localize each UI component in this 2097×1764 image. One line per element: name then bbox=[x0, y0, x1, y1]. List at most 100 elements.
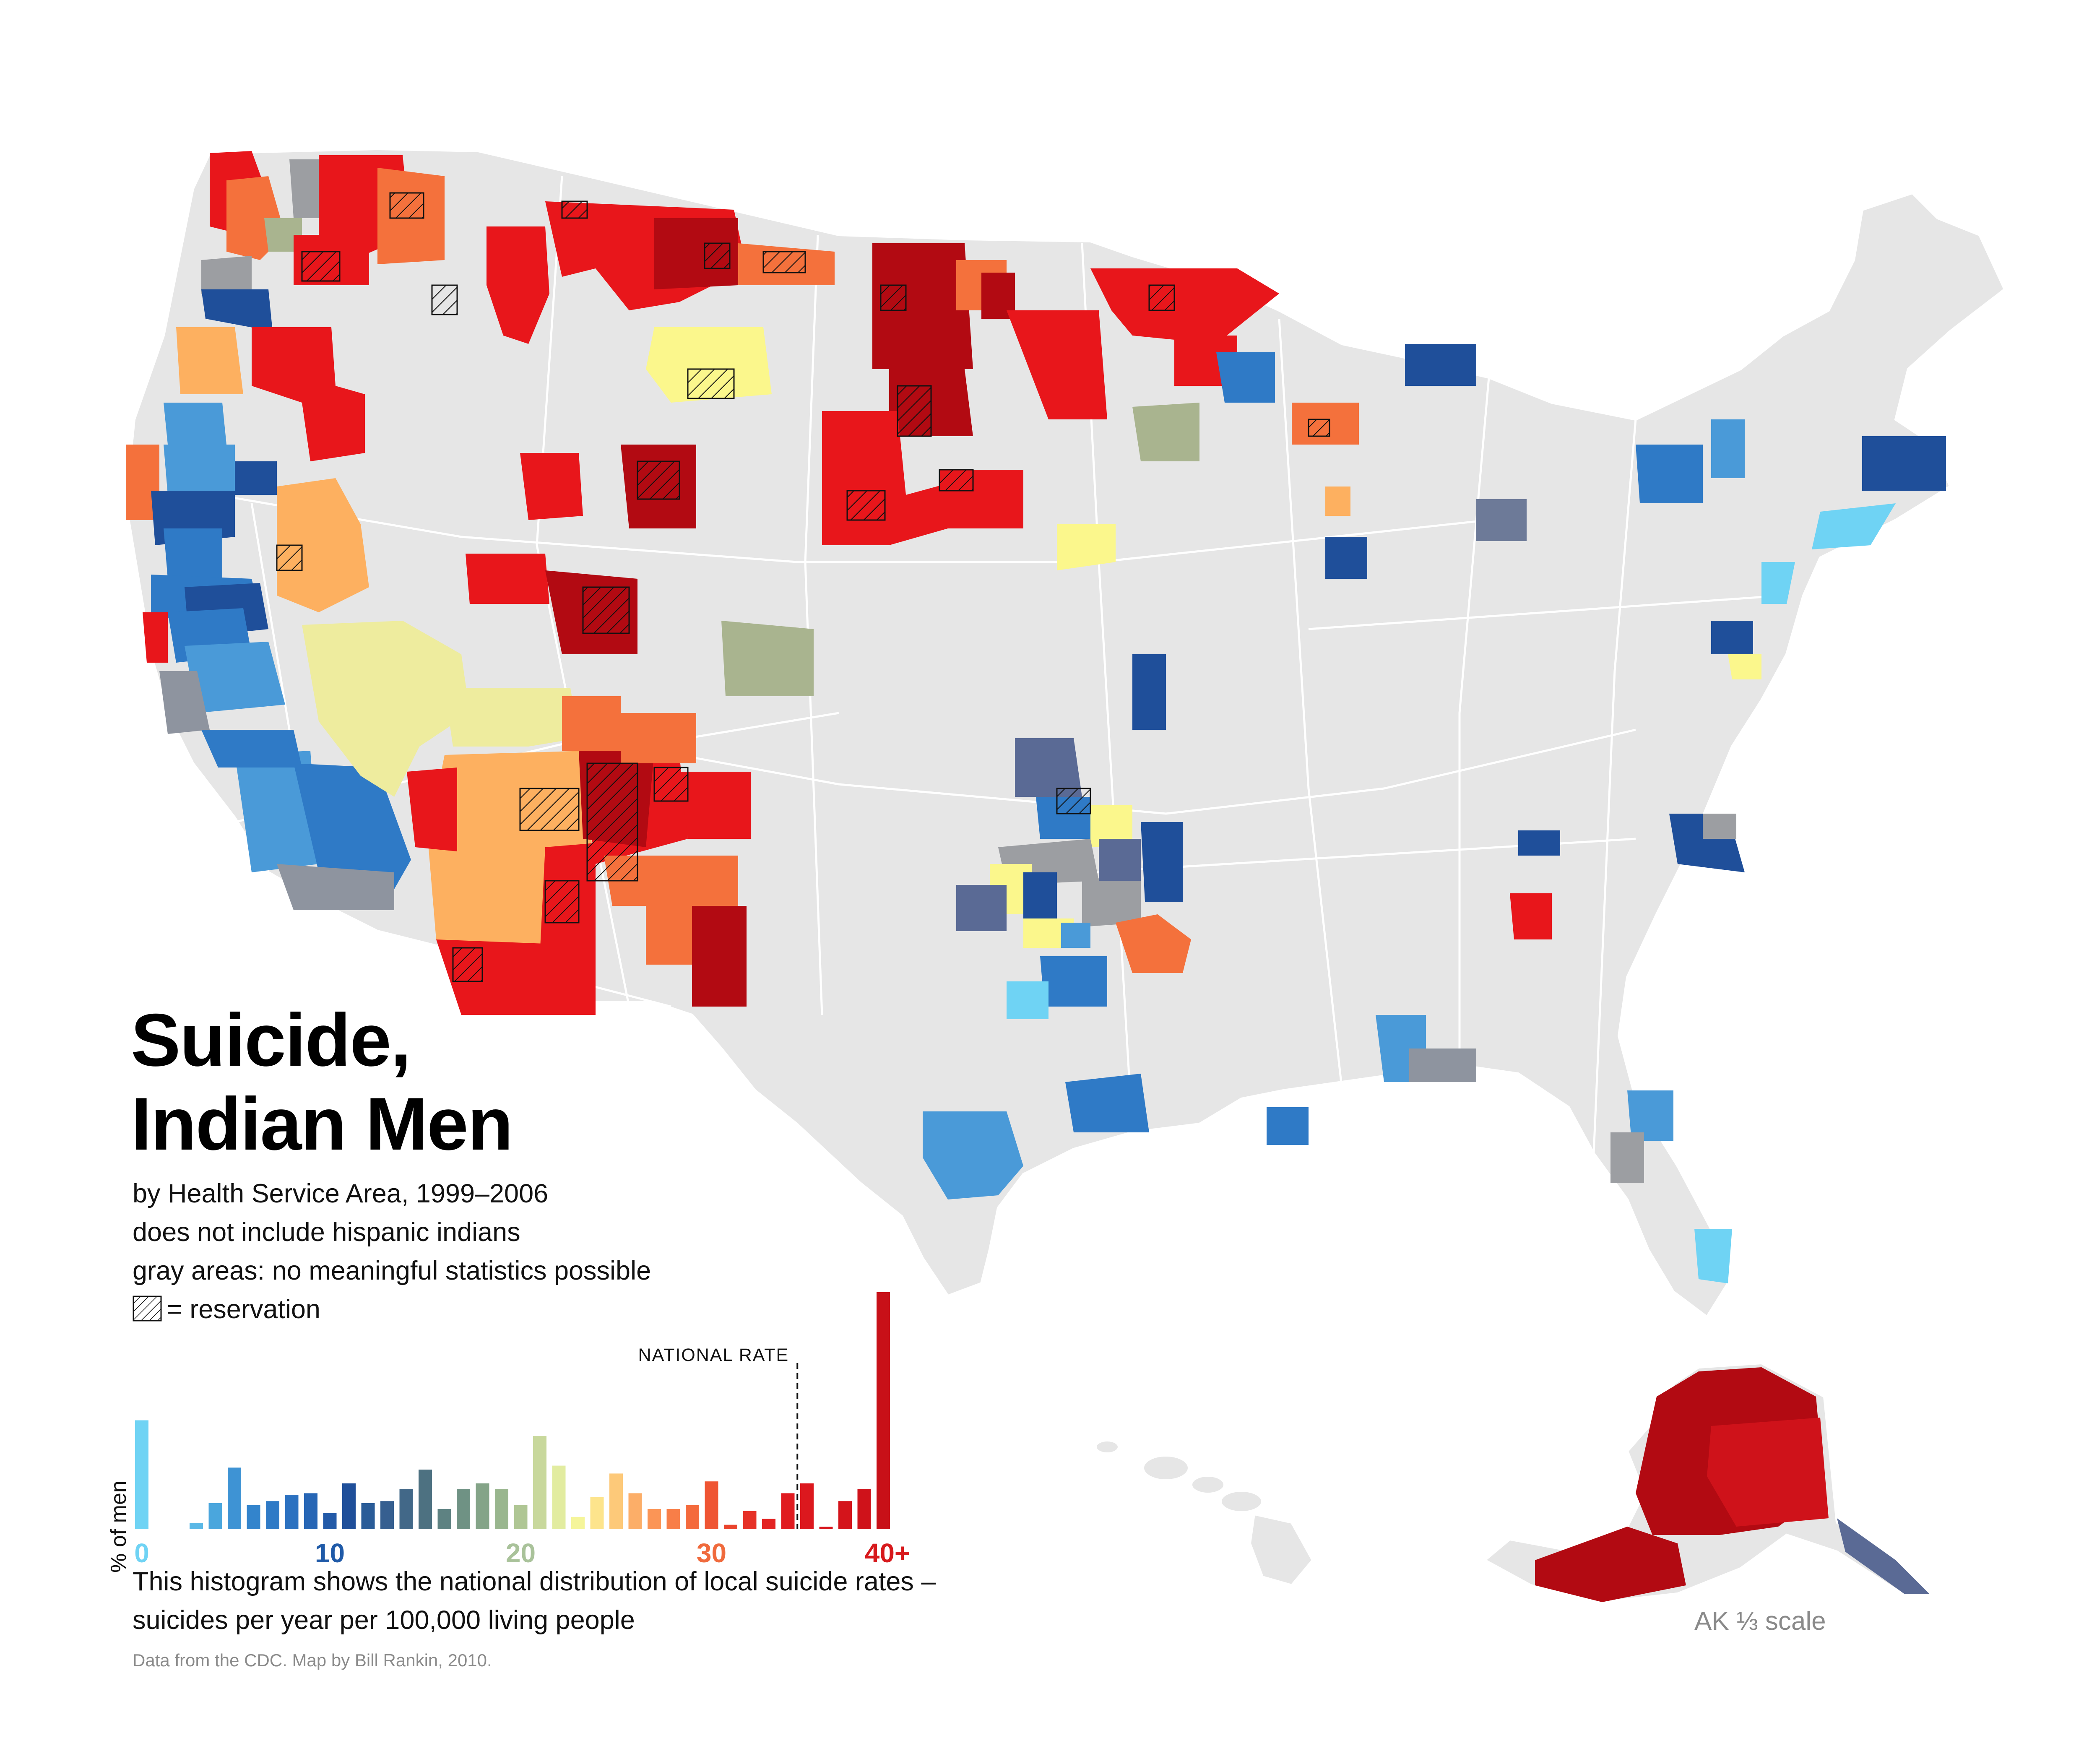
histogram-bar-23 bbox=[571, 1517, 585, 1529]
region-ok-slate2 bbox=[956, 885, 1007, 931]
reservation-legend: = reservation bbox=[133, 1290, 651, 1329]
histogram-bar-30 bbox=[705, 1481, 718, 1529]
region-ga-red bbox=[1510, 893, 1552, 939]
histogram-bars bbox=[135, 1292, 890, 1529]
region-ca-blue1 bbox=[164, 403, 226, 445]
region-co-orange bbox=[562, 696, 621, 751]
histogram-bar-11 bbox=[342, 1483, 356, 1529]
region-ne-yellow bbox=[1057, 524, 1116, 570]
title-line-2: Indian Men bbox=[131, 1082, 513, 1166]
region-il-blue bbox=[1325, 537, 1367, 579]
histogram-bar-28 bbox=[666, 1509, 680, 1529]
region-or-orange bbox=[176, 327, 243, 394]
region-mn-sage bbox=[1132, 403, 1199, 461]
histogram-bar-8 bbox=[285, 1495, 299, 1529]
region-ca-lblue bbox=[185, 642, 285, 713]
region-la-blue bbox=[1267, 1107, 1309, 1145]
histogram-bar-35 bbox=[800, 1483, 814, 1529]
region-co-orange2 bbox=[621, 713, 696, 763]
histogram-bar-0 bbox=[135, 1420, 148, 1529]
histogram-bar-27 bbox=[648, 1509, 661, 1529]
region-md-blue bbox=[1711, 621, 1753, 654]
region-nd-dred bbox=[872, 243, 973, 369]
histogram-bar-31 bbox=[724, 1525, 737, 1529]
region-ca-redcoast bbox=[143, 612, 168, 663]
histogram-note-line-1: This histogram shows the national distri… bbox=[133, 1567, 936, 1596]
histogram-bar-19 bbox=[495, 1489, 508, 1529]
region-co-sage bbox=[721, 621, 814, 696]
region-ca-midblue bbox=[201, 730, 302, 768]
region-nj-lblue bbox=[1761, 562, 1795, 604]
histogram-bar-17 bbox=[457, 1489, 470, 1529]
region-tx-lblue bbox=[1007, 981, 1048, 1019]
region-mi-blue bbox=[1405, 344, 1476, 386]
histogram-tick-30: 30 bbox=[697, 1538, 726, 1568]
region-ok-blue2 bbox=[1040, 956, 1107, 1007]
region-ca-south-dblue bbox=[294, 763, 411, 889]
histogram-ylabel: % of men bbox=[107, 1480, 131, 1573]
region-nc-gray bbox=[1703, 814, 1736, 839]
region-ca-south-gray bbox=[277, 864, 394, 910]
region-ca-mid bbox=[164, 528, 222, 579]
histogram-bar-24 bbox=[590, 1497, 604, 1529]
histogram-bar-9 bbox=[304, 1493, 317, 1529]
region-ca-gray bbox=[159, 671, 210, 734]
histogram-bar-37 bbox=[838, 1501, 852, 1529]
subtitle-line-3: gray areas: no meaningful statistics pos… bbox=[133, 1256, 651, 1285]
histogram-bar-14 bbox=[399, 1489, 413, 1529]
region-ok-dblue bbox=[1023, 872, 1057, 923]
histogram-bar-20 bbox=[514, 1505, 528, 1529]
histogram-bar-33 bbox=[762, 1519, 775, 1529]
region-or-gray bbox=[201, 256, 252, 294]
histogram-bar-3 bbox=[190, 1522, 203, 1529]
region-mn-red bbox=[1090, 268, 1279, 344]
national-rate-label: NATIONAL RATE bbox=[638, 1345, 789, 1365]
region-mt-dred bbox=[654, 218, 738, 289]
region-ny-blue bbox=[1636, 445, 1703, 503]
histogram-bar-10 bbox=[323, 1513, 337, 1529]
region-il-orange bbox=[1325, 487, 1350, 516]
histogram-bar-6 bbox=[247, 1505, 260, 1529]
region-wy-yellow bbox=[646, 327, 772, 403]
region-id-red bbox=[487, 226, 549, 344]
histogram-bar-29 bbox=[686, 1505, 699, 1529]
histogram-bar-34 bbox=[781, 1493, 795, 1529]
region-ak-southwest bbox=[1535, 1527, 1686, 1602]
subtitle-line-1: by Health Service Area, 1999–2006 bbox=[133, 1179, 549, 1208]
region-fl-gray bbox=[1610, 1132, 1644, 1183]
region-ok-yellow bbox=[1090, 805, 1132, 847]
hawaii-islands bbox=[1094, 1439, 1314, 1587]
region-ca-blue2 bbox=[164, 445, 235, 495]
region-ma-blue bbox=[1862, 436, 1946, 491]
reservation-legend-label: = reservation bbox=[167, 1295, 320, 1324]
region-ok-lblue bbox=[1061, 923, 1090, 948]
region-ok-dblue2 bbox=[1141, 822, 1183, 902]
region-wa-sage bbox=[264, 218, 302, 252]
region-wi-blue bbox=[1216, 352, 1275, 403]
region-ak-red bbox=[1707, 1418, 1829, 1527]
region-mi-slate bbox=[1476, 499, 1527, 541]
histogram-bar-12 bbox=[361, 1503, 375, 1529]
credit-line: Data from the CDC. Map by Bill Rankin, 2… bbox=[133, 1650, 492, 1670]
histogram-bar-22 bbox=[552, 1465, 566, 1529]
region-nm-red2 bbox=[679, 772, 751, 839]
region-vt-blue bbox=[1711, 419, 1745, 478]
histogram-bar-4 bbox=[208, 1503, 222, 1529]
region-fl-lblue2 bbox=[1694, 1229, 1732, 1283]
histogram-bar-26 bbox=[628, 1493, 642, 1529]
region-az-red-west bbox=[407, 768, 457, 851]
region-ks-dblue bbox=[1132, 654, 1166, 730]
region-id-red2 bbox=[520, 453, 583, 520]
region-tn-dblue bbox=[1518, 830, 1560, 856]
histogram-bar-18 bbox=[476, 1483, 489, 1529]
histogram: % of men NATIONAL RATE 0 10 20 30 40+ bbox=[107, 1292, 910, 1573]
region-ca-slate bbox=[235, 461, 277, 495]
region-ak-panhandle bbox=[1837, 1518, 1929, 1594]
histogram-note-line-2: suicides per year per 100,000 living peo… bbox=[133, 1605, 635, 1635]
histogram-tick-40: 40+ bbox=[865, 1538, 911, 1568]
region-ct-lblue bbox=[1812, 503, 1896, 549]
region-ok-slate bbox=[1015, 738, 1082, 797]
reservation-overlays bbox=[276, 192, 1330, 982]
region-nv-yellow bbox=[302, 621, 470, 797]
